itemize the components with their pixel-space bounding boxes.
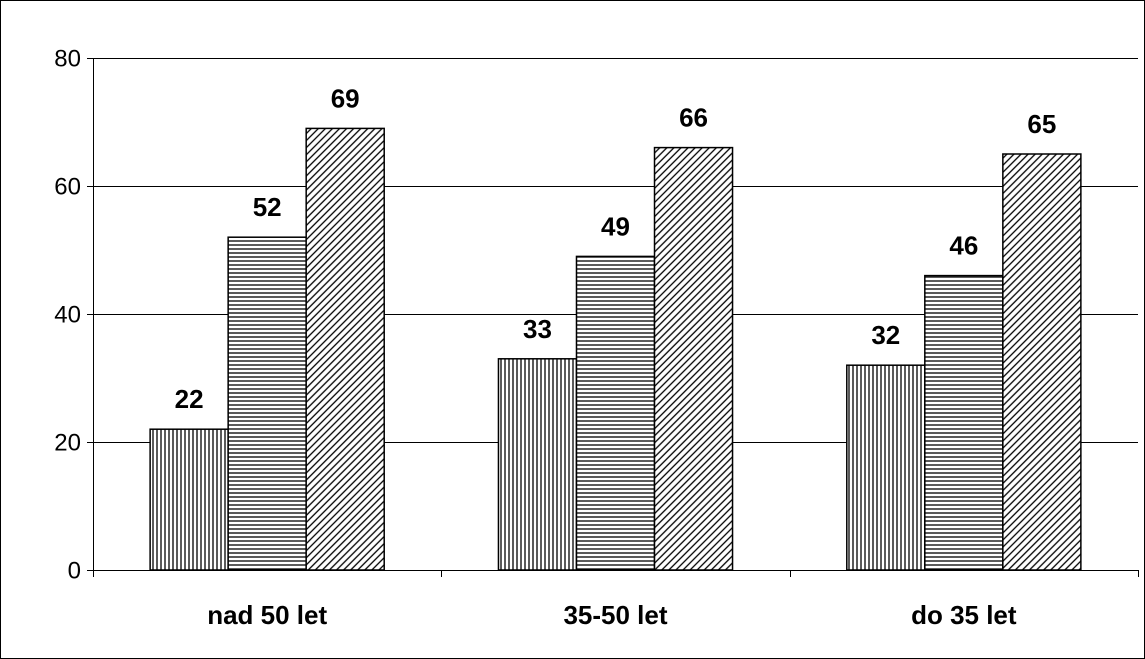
- data-label: 66: [679, 103, 708, 133]
- bar: [1002, 153, 1082, 571]
- y-tick-label: 0: [68, 558, 81, 585]
- data-label: 32: [871, 320, 900, 350]
- x-tick-label: 35-50 let: [563, 600, 667, 630]
- bar: [227, 236, 307, 571]
- labels: 0 20 40 60 80 22 52 69 nad 50 let 33 49 66 35-50 let…: [54, 46, 1056, 631]
- data-label: 52: [253, 192, 282, 222]
- y-tick-label: 20: [54, 430, 81, 457]
- data-label: 33: [523, 314, 552, 344]
- x-tick-label: do 35 let: [911, 600, 1017, 630]
- bar: [149, 428, 229, 571]
- data-label: 49: [601, 211, 630, 241]
- data-label: 69: [331, 83, 360, 113]
- bar: [653, 146, 734, 571]
- bar: [497, 358, 578, 571]
- bar: [924, 274, 1004, 571]
- y-tick-label: 40: [54, 302, 81, 329]
- data-label: 22: [175, 384, 204, 414]
- bar: [305, 127, 385, 571]
- y-tick-label: 80: [54, 46, 81, 73]
- bar: [846, 364, 926, 571]
- axes: [87, 58, 1139, 577]
- bars: [149, 127, 1082, 571]
- bar: [575, 255, 656, 571]
- y-tick-label: 60: [54, 174, 81, 201]
- x-tick-label: nad 50 let: [207, 600, 327, 630]
- data-label: 46: [949, 231, 978, 261]
- data-label: 65: [1027, 109, 1056, 139]
